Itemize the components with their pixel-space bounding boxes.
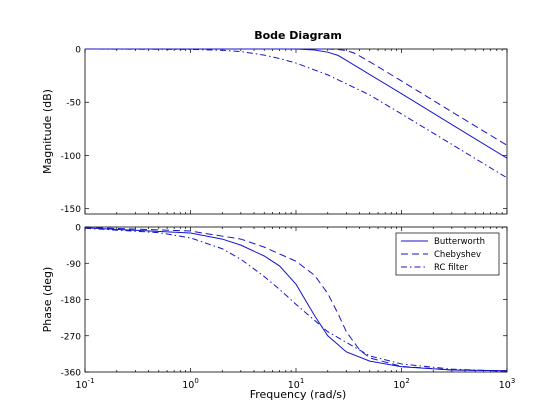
legend-label: Chebyshev <box>434 250 481 260</box>
magnitude-series-rc-filter <box>85 48 507 179</box>
x-tick-label: 101 <box>288 377 305 391</box>
y-tick-label: -180 <box>61 296 82 306</box>
legend-label: Butterworth <box>434 237 485 247</box>
y-tick-label: 0 <box>75 224 81 234</box>
x-tick-label: 100 <box>182 377 199 391</box>
y-tick-label: -90 <box>66 260 81 270</box>
y-tick-label: 0 <box>75 46 81 56</box>
legend-label: RC filter <box>434 263 468 273</box>
y-tick-label: -360 <box>61 369 82 379</box>
magnitude-axes-box <box>84 48 508 215</box>
y-tick-label: -100 <box>61 152 82 162</box>
x-tick-label: 10-1 <box>75 377 94 391</box>
magnitude-y-axis-label: Magnitude (dB) <box>41 89 54 174</box>
phase-series-chebyshev <box>85 226 507 372</box>
y-tick-label: -150 <box>61 205 82 215</box>
x-axis-label: Frequency (rad/s) <box>250 388 347 401</box>
phase-y-axis-label: Phase (deg) <box>41 267 54 333</box>
magnitude-series-chebyshev <box>85 48 507 146</box>
y-tick-label: -270 <box>61 332 82 342</box>
legend: Butterworth Chebyshev RC filter <box>395 232 500 276</box>
phase-series-butterworth <box>85 227 507 372</box>
chart-title: Bode Diagram <box>254 29 342 42</box>
x-tick-label: 102 <box>393 377 410 391</box>
y-tick-label: -50 <box>66 99 81 109</box>
magnitude-panel: 0 -50 -100 -150 Magnitude (dB) <box>41 46 508 215</box>
phase-x-ticks <box>84 227 508 372</box>
x-tick-label: 103 <box>499 377 516 391</box>
phase-series-rc-filter <box>85 227 507 372</box>
